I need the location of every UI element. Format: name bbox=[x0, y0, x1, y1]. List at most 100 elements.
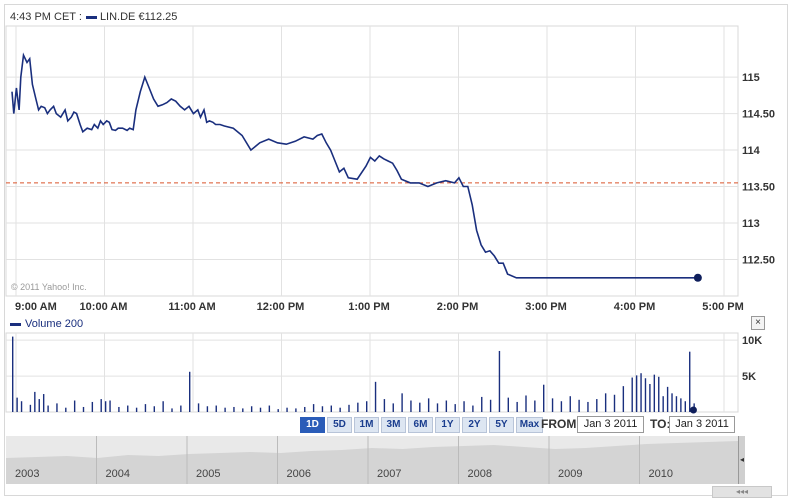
volume-bar bbox=[666, 386, 669, 412]
volume-bar bbox=[516, 401, 518, 412]
y-tick-label: 115 bbox=[742, 72, 760, 84]
volume-bar bbox=[82, 406, 85, 412]
volume-bar bbox=[653, 374, 656, 412]
volume-bar bbox=[250, 406, 253, 412]
volume-bar bbox=[312, 404, 315, 412]
volume-bar bbox=[507, 397, 509, 412]
x-tick-label: 1:00 PM bbox=[348, 301, 390, 313]
volume-y-tick-label: 5K bbox=[742, 371, 756, 383]
volume-bar bbox=[684, 401, 686, 412]
volume-bar bbox=[34, 391, 36, 412]
price-plot-area bbox=[5, 25, 739, 297]
y-tick-label: 112.50 bbox=[742, 255, 775, 267]
volume-bar bbox=[73, 400, 76, 412]
timeline-navigator[interactable]: 2003 2004 2005 2006 2007 2008 2009 2010 bbox=[6, 436, 738, 484]
timeline-year-label: 2003 bbox=[15, 468, 39, 480]
volume-bar bbox=[481, 396, 483, 412]
volume-bar bbox=[578, 399, 580, 412]
volume-y-tick-label: 10K bbox=[742, 335, 762, 347]
volume-bar bbox=[649, 383, 651, 412]
close-volume-button[interactable]: × bbox=[751, 316, 765, 330]
volume-bar bbox=[640, 373, 642, 412]
watermark: © 2011 Yahoo! Inc. bbox=[11, 282, 87, 292]
timeline-year-label: 2008 bbox=[468, 468, 492, 480]
series-swatch bbox=[85, 15, 97, 19]
timeline-year-label: 2005 bbox=[196, 468, 220, 480]
volume-bar bbox=[286, 407, 288, 412]
volume-bar bbox=[671, 393, 673, 412]
volume-bar bbox=[189, 371, 191, 412]
volume-bar bbox=[65, 407, 67, 412]
x-tick-label: 10:00 AM bbox=[80, 301, 128, 313]
volume-bar bbox=[100, 399, 102, 412]
volume-bar bbox=[622, 386, 625, 412]
range-button-1d[interactable]: 1D bbox=[300, 417, 325, 433]
volume-bar bbox=[613, 394, 616, 412]
volume-bar bbox=[224, 407, 226, 412]
volume-bar bbox=[233, 406, 235, 412]
last-price-marker[interactable] bbox=[693, 273, 702, 282]
volume-bar bbox=[658, 376, 660, 412]
volume-bar bbox=[596, 399, 598, 412]
volume-bar bbox=[543, 384, 545, 412]
range-button-2y[interactable]: 2Y bbox=[462, 417, 487, 433]
price-chart[interactable]: 9:00 AM 10:00 AM 11:00 AM 12:00 PM 1:00 PM 2:… bbox=[0, 0, 792, 320]
volume-bar bbox=[171, 408, 173, 412]
volume-bar bbox=[215, 405, 217, 412]
range-button-5d[interactable]: 5D bbox=[327, 417, 352, 433]
timeline-year-label: 2010 bbox=[649, 468, 673, 480]
volume-bar bbox=[38, 399, 40, 412]
volume-bar bbox=[635, 375, 638, 412]
range-button-5y[interactable]: 5Y bbox=[489, 417, 514, 433]
range-button-1y[interactable]: 1Y bbox=[435, 417, 460, 433]
range-button-3m[interactable]: 3M bbox=[381, 417, 406, 433]
volume-bar bbox=[604, 393, 607, 412]
timeline-year-label: 2004 bbox=[106, 468, 130, 480]
x-tick-label: 2:00 PM bbox=[437, 301, 479, 313]
volume-bar bbox=[127, 405, 129, 412]
volume-bar bbox=[569, 396, 571, 412]
price-line bbox=[11, 52, 698, 279]
volume-bar bbox=[534, 400, 536, 412]
volume-bar bbox=[410, 400, 412, 412]
volume-bar bbox=[689, 351, 691, 412]
volume-bar bbox=[42, 394, 45, 412]
volume-bar bbox=[339, 407, 341, 412]
volume-bar bbox=[445, 400, 448, 412]
volume-label: Volume 200 bbox=[10, 318, 83, 330]
timeline-graph: 2003 2004 2005 2006 2007 2008 2009 2010 bbox=[6, 436, 738, 484]
volume-chart[interactable]: 10K 5K bbox=[0, 330, 792, 430]
volume-bar bbox=[644, 378, 647, 412]
range-button-6m[interactable]: 6M bbox=[408, 417, 433, 433]
y-tick-label: 114 bbox=[742, 145, 761, 157]
volume-bar bbox=[162, 401, 164, 412]
volume-bar bbox=[631, 377, 633, 412]
timeline-year-label: 2007 bbox=[377, 468, 401, 480]
volume-bar bbox=[489, 399, 492, 412]
range-button-max[interactable]: Max bbox=[516, 417, 543, 433]
volume-plot-area bbox=[5, 332, 739, 413]
volume-bar bbox=[498, 350, 501, 412]
chart-info-bar: 4:43 PM CET : LIN.DE €112.25 bbox=[10, 11, 177, 23]
volume-bar bbox=[680, 398, 682, 412]
volume-bar bbox=[16, 397, 18, 412]
volume-bar bbox=[197, 403, 200, 412]
volume-bar bbox=[330, 405, 332, 412]
volume-bar bbox=[436, 403, 439, 412]
volume-bar bbox=[525, 395, 527, 412]
volume-bar bbox=[427, 398, 430, 412]
volume-bar bbox=[463, 401, 465, 412]
x-tick-label: 5:00 PM bbox=[702, 301, 744, 313]
timeline-handle[interactable]: ◂ bbox=[738, 436, 745, 484]
from-date-input[interactable]: Jan 3 2011 bbox=[577, 416, 644, 433]
volume-title: Volume bbox=[25, 318, 62, 330]
volume-bar bbox=[12, 336, 14, 412]
volume-bar bbox=[20, 401, 23, 412]
x-tick-label: 3:00 PM bbox=[525, 301, 567, 313]
volume-bar bbox=[109, 400, 111, 412]
to-date-input[interactable]: Jan 3 2011 bbox=[669, 416, 735, 433]
y-tick-label: 113.50 bbox=[742, 182, 775, 194]
timeline-scrollbar[interactable]: ◂◂◂ bbox=[712, 486, 772, 498]
volume-bar bbox=[144, 404, 147, 412]
range-button-1m[interactable]: 1M bbox=[354, 417, 379, 433]
